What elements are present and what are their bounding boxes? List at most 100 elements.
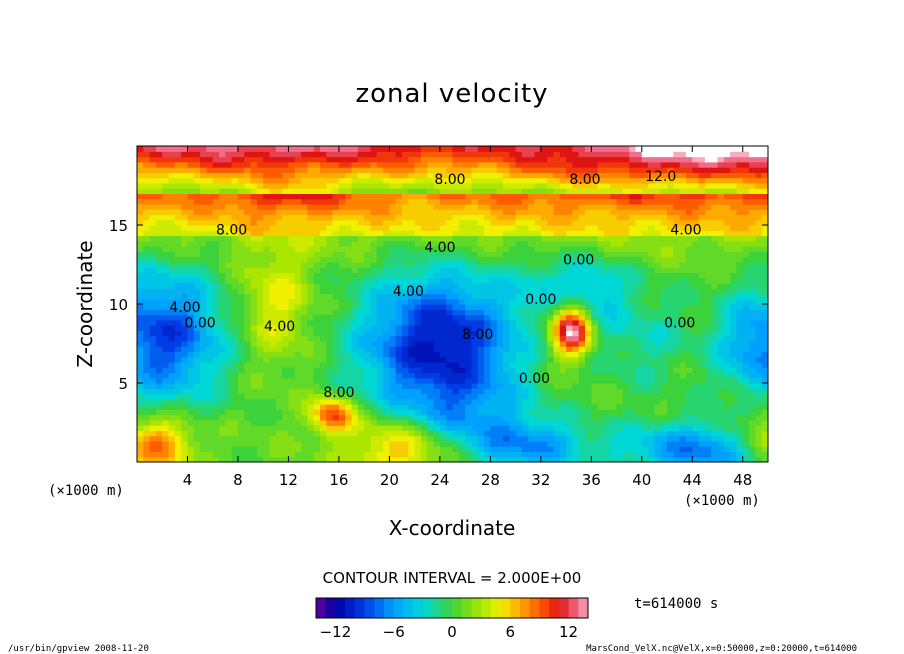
heatmap-cell (275, 235, 283, 242)
heatmap-cell (351, 256, 359, 263)
heatmap-cell (294, 330, 302, 337)
heatmap-cell (137, 230, 144, 237)
heatmap-cell (553, 156, 561, 163)
heatmap-cell (597, 319, 605, 326)
heatmap-cell (446, 409, 454, 416)
heatmap-cell (490, 351, 498, 358)
heatmap-cell (622, 167, 630, 173)
heatmap-cell (332, 393, 340, 400)
heatmap-cell (496, 277, 504, 284)
heatmap-cell (319, 325, 327, 331)
heatmap-cell (313, 372, 321, 379)
heatmap-cell (629, 409, 637, 416)
heatmap-cell (288, 340, 296, 347)
heatmap-cell (206, 393, 214, 400)
heatmap-cell (458, 261, 466, 268)
heatmap-cell (326, 251, 334, 258)
heatmap-cell (509, 314, 517, 321)
heatmap-cell (313, 156, 321, 163)
heatmap-cell (427, 409, 435, 416)
heatmap-cell (395, 361, 403, 368)
heatmap-cell (465, 330, 473, 337)
heatmap-cell (420, 151, 428, 158)
heatmap-cell (509, 383, 517, 389)
heatmap-cell (591, 246, 599, 252)
heatmap-cell (351, 251, 359, 258)
heatmap-cell (200, 230, 208, 237)
heatmap-cell (521, 214, 529, 221)
heatmap-cell (648, 456, 656, 462)
heatmap-cell (181, 372, 189, 379)
heatmap-cell (187, 277, 195, 284)
heatmap-cell (200, 367, 208, 374)
heatmap-cell (313, 182, 321, 189)
heatmap-cell (256, 298, 264, 305)
heatmap-cell (547, 167, 555, 173)
heatmap-cell (383, 356, 390, 363)
heatmap-cell (231, 256, 239, 263)
heatmap-cell (143, 330, 151, 337)
heatmap-cell (137, 240, 144, 247)
heatmap-cell (244, 325, 252, 331)
heatmap-cell (181, 214, 189, 221)
heatmap-cell (219, 167, 226, 173)
heatmap-cell (383, 319, 390, 326)
heatmap-cell (288, 188, 296, 194)
heatmap-cell (187, 203, 195, 210)
heatmap-cell (345, 456, 353, 462)
heatmap-cell (383, 198, 390, 205)
heatmap-cell (137, 261, 144, 268)
heatmap-cell (559, 414, 567, 421)
heatmap-cell (326, 309, 334, 316)
heatmap-cell (515, 256, 523, 263)
heatmap-cell (585, 246, 592, 252)
heatmap-cell (465, 356, 473, 363)
heatmap-cell (660, 383, 668, 389)
heatmap-cell (193, 388, 201, 395)
heatmap-cell (168, 330, 176, 337)
heatmap-cell (332, 256, 340, 263)
heatmap-cell (458, 225, 466, 231)
heatmap-cell (237, 340, 245, 347)
heatmap-cell (420, 314, 428, 321)
heatmap-cell (376, 356, 384, 363)
heatmap-cell (263, 383, 271, 389)
heatmap-cell (332, 267, 340, 273)
heatmap-cell (395, 414, 403, 421)
heatmap-cell (275, 230, 283, 237)
heatmap-cell (465, 425, 473, 431)
heatmap-cell (452, 209, 460, 216)
heatmap-cell (446, 298, 454, 305)
heatmap-cell (496, 235, 504, 242)
heatmap-cell (313, 151, 321, 158)
heatmap-cell (370, 282, 378, 289)
heatmap-cell (149, 193, 157, 200)
heatmap-cell (288, 435, 296, 442)
heatmap-cell (389, 261, 397, 268)
heatmap-cell (660, 377, 668, 384)
heatmap-cell (137, 430, 144, 437)
heatmap-cell (212, 361, 220, 368)
heatmap-cell (458, 383, 466, 389)
heatmap-cell (395, 209, 403, 216)
heatmap-cell (502, 409, 510, 416)
heatmap-cell (345, 151, 353, 158)
heatmap-cell (319, 335, 327, 342)
heatmap-cell (477, 346, 485, 352)
heatmap-cell (244, 346, 252, 352)
heatmap-cell (408, 325, 416, 331)
heatmap-cell (572, 151, 580, 158)
heatmap-cell (263, 161, 271, 168)
heatmap-cell (307, 304, 315, 310)
heatmap-cell (559, 161, 567, 168)
heatmap-cell (641, 225, 649, 231)
heatmap-cell (244, 246, 252, 252)
heatmap-cell (534, 246, 542, 252)
heatmap-cell (648, 393, 656, 400)
heatmap-cell (143, 161, 151, 168)
heatmap-cell (364, 235, 372, 242)
heatmap-cell (471, 404, 479, 410)
heatmap-cell (509, 330, 517, 337)
heatmap-cell (313, 277, 321, 284)
heatmap-cell (364, 188, 372, 194)
